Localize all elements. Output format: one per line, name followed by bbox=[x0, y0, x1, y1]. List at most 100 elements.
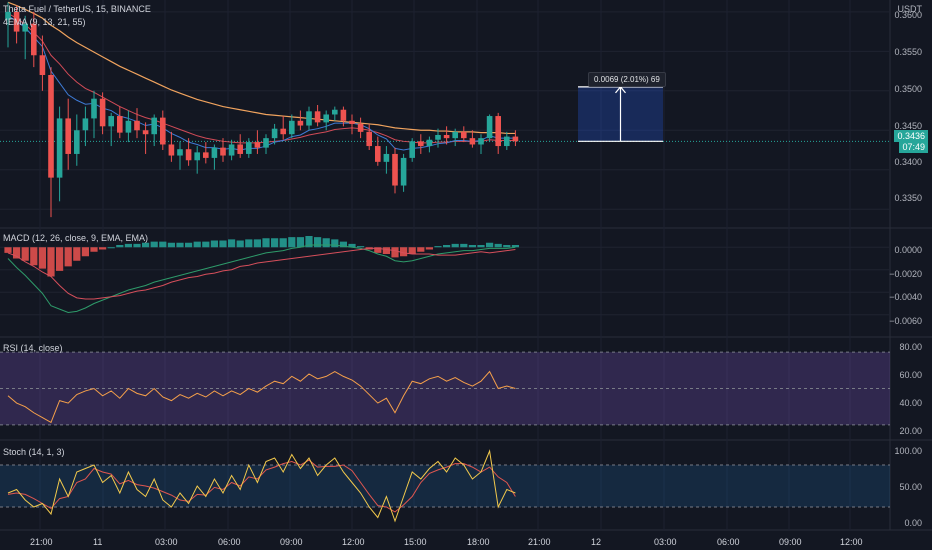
last-price-tag: 0.3436 bbox=[894, 130, 928, 142]
macd-signal-line bbox=[7, 247, 516, 300]
price-tick: 0.3500 bbox=[894, 84, 922, 94]
macd-histogram-bar bbox=[288, 237, 296, 248]
candle-body bbox=[237, 144, 243, 154]
candle-body bbox=[263, 138, 269, 148]
candle-body bbox=[48, 75, 54, 178]
macd-histogram-bar bbox=[133, 243, 141, 248]
macd-tick: −0.0060 bbox=[889, 316, 922, 326]
time-tick: 06:00 bbox=[717, 537, 740, 547]
macd-histogram-bar bbox=[185, 242, 193, 248]
candle-body bbox=[22, 23, 28, 32]
macd-histogram-bar bbox=[202, 241, 210, 248]
candle-body bbox=[357, 123, 364, 132]
candle-body bbox=[125, 120, 132, 133]
candle-body bbox=[366, 131, 372, 147]
candle-body bbox=[134, 120, 140, 131]
macd-histogram-bar bbox=[425, 247, 433, 250]
time-tick: 12:00 bbox=[840, 537, 863, 547]
candle-body bbox=[418, 141, 424, 147]
candle-body bbox=[117, 116, 123, 133]
countdown-tag: 07:49 bbox=[899, 141, 928, 153]
macd-histogram-bar bbox=[400, 247, 408, 257]
candle-body bbox=[168, 144, 175, 156]
macd-histogram-bar bbox=[4, 247, 12, 253]
candle-body bbox=[349, 120, 355, 124]
candle-body bbox=[469, 138, 476, 145]
macd-histogram-bar bbox=[90, 247, 98, 252]
candle-body bbox=[271, 128, 278, 139]
macd-histogram-bar bbox=[219, 240, 227, 248]
stoch-tick: 100.00 bbox=[894, 446, 922, 456]
time-tick: 03:00 bbox=[155, 537, 178, 547]
macd-histogram-bar bbox=[56, 247, 64, 271]
macd-histogram-bar bbox=[21, 247, 29, 261]
macd-histogram-bar bbox=[348, 243, 356, 248]
candle-body bbox=[56, 118, 63, 178]
macd-histogram-bar bbox=[142, 242, 150, 248]
candle-body bbox=[443, 135, 450, 139]
time-tick: 03:00 bbox=[654, 537, 677, 547]
macd-histogram-bar bbox=[357, 246, 365, 248]
macd-histogram-bar bbox=[38, 247, 46, 269]
candle-body bbox=[314, 111, 321, 123]
macd-histogram-bar bbox=[150, 241, 158, 248]
symbol-title: Theta Fuel / TetherUS, 15, BINANCE bbox=[3, 4, 151, 14]
candle-body bbox=[340, 109, 347, 121]
candle-body bbox=[375, 146, 381, 162]
candle-body bbox=[495, 116, 501, 147]
candle-body bbox=[426, 139, 433, 147]
currency-label: USDT bbox=[897, 4, 923, 14]
macd-histogram-bar bbox=[314, 237, 322, 248]
macd-histogram-bar bbox=[494, 243, 502, 248]
candle-body bbox=[211, 147, 218, 158]
rsi-tick: 80.00 bbox=[899, 342, 922, 352]
candle-body bbox=[108, 116, 114, 127]
candle-body bbox=[512, 136, 519, 142]
time-tick: 09:00 bbox=[280, 537, 303, 547]
candle-body bbox=[203, 152, 209, 158]
price-tick: 0.3600 bbox=[894, 10, 922, 20]
macd-histogram-bar bbox=[176, 242, 184, 248]
candle-body bbox=[289, 120, 295, 135]
macd-histogram-bar bbox=[167, 242, 175, 248]
macd-histogram-bar bbox=[322, 238, 330, 248]
candle-body bbox=[452, 131, 458, 139]
candle-body bbox=[151, 117, 157, 135]
macd-histogram-bar bbox=[81, 247, 89, 257]
macd-histogram-bar bbox=[124, 243, 132, 248]
macd-histogram-bar bbox=[451, 243, 459, 248]
macd-histogram-bar bbox=[391, 247, 399, 258]
macd-histogram-bar bbox=[279, 238, 287, 248]
price-tick: 0.3400 bbox=[894, 157, 922, 167]
candle-body bbox=[400, 157, 407, 186]
candle-body bbox=[383, 153, 390, 162]
time-tick: 21:00 bbox=[30, 537, 53, 547]
candle-body bbox=[194, 152, 200, 161]
candle-body bbox=[297, 120, 304, 126]
macd-histogram-bar bbox=[331, 239, 339, 248]
candle-body bbox=[5, 11, 11, 20]
candle-body bbox=[392, 153, 398, 186]
measure-label: 0.0069 (2.01%) 69 bbox=[588, 72, 666, 87]
stoch-band bbox=[0, 465, 890, 507]
candle-body bbox=[39, 55, 46, 75]
stoch-d-line bbox=[7, 459, 516, 513]
candle-body bbox=[332, 109, 338, 115]
macd-legend: MACD (12, 26, close, 9, EMA, EMA) bbox=[3, 233, 149, 243]
macd-histogram-bar bbox=[193, 241, 201, 248]
candle-body bbox=[504, 136, 510, 147]
ema-legend: 4EMA (9, 13, 21, 55) bbox=[3, 17, 86, 27]
macd-histogram-bar bbox=[13, 247, 21, 259]
macd-histogram-bar bbox=[374, 247, 382, 253]
candle-body bbox=[160, 117, 166, 145]
stoch-legend: Stoch (14, 1, 3) bbox=[3, 447, 65, 457]
macd-histogram-bar bbox=[434, 246, 442, 248]
candle-body bbox=[82, 118, 89, 131]
macd-histogram-bar bbox=[30, 247, 38, 266]
rsi-tick: 40.00 bbox=[899, 398, 922, 408]
price-tick: 0.3550 bbox=[894, 47, 922, 57]
stoch-tick: 0.00 bbox=[904, 518, 922, 528]
candle-body bbox=[177, 149, 183, 156]
